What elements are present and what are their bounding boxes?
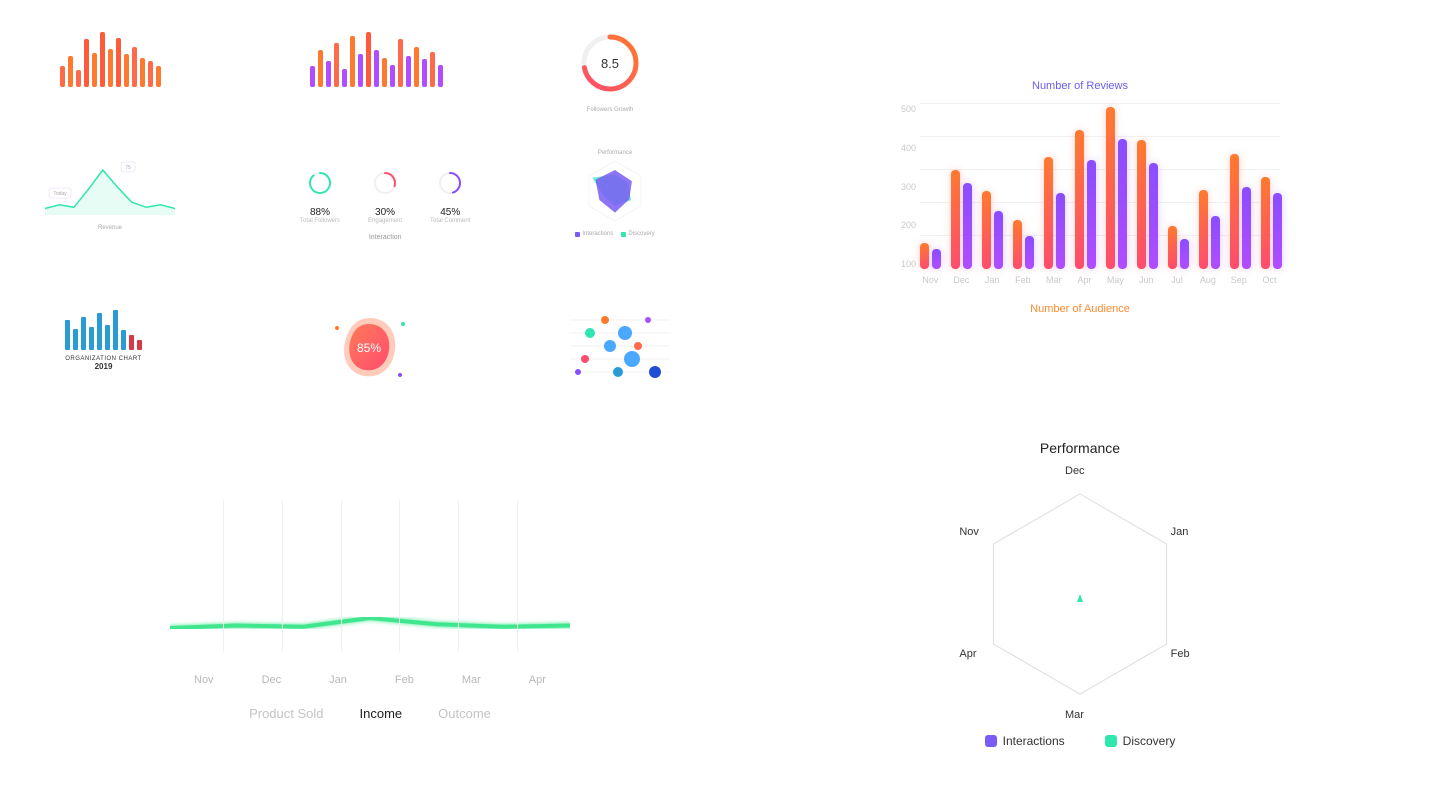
income-tab-income[interactable]: Income [360, 706, 403, 721]
thumb-blob: 85% [325, 310, 415, 395]
donut-caption: Followers Growth [587, 107, 634, 113]
radar-chart: Performance Dec Jan Feb Mar Apr Nov Interacti… [940, 440, 1220, 748]
area-xlabel: Revenue [45, 225, 175, 231]
income-line [170, 608, 570, 658]
thumb-radar-small: Performance Interactions Discovery [575, 150, 655, 237]
radar-legend-discovery: Discovery [1105, 734, 1176, 748]
gauges-title: Interaction [300, 234, 470, 241]
radar-axis-label: Mar [1065, 709, 1084, 721]
radar-axis-label: Jan [1171, 526, 1189, 538]
thumb-donut: 8.5 Followers Growth [575, 28, 645, 113]
income-tab-product-sold[interactable]: Product Sold [249, 706, 323, 721]
thumb-area: Today 75 Revenue [45, 160, 175, 231]
income-tabs: Product Sold Income Outcome [170, 706, 570, 721]
radar-legend: Interactions Discovery [940, 734, 1220, 748]
income-chart: NovDecJanFebMarApr Product Sold Income Out… [170, 500, 570, 721]
reviews-subtitle: Number of Audience [880, 303, 1280, 315]
thumb-dots [570, 310, 670, 385]
thumb-minibars-mixed [310, 32, 443, 87]
radar-legend-interactions: Interactions [985, 734, 1065, 748]
radar-axis-label: Nov [959, 526, 979, 538]
blob-value: 85% [357, 341, 381, 355]
income-xaxis: NovDecJanFebMarApr [170, 674, 570, 686]
radar-axis-label: Dec [1065, 465, 1085, 477]
reviews-xaxis: NovDecJanFebMarAprMayJunJulAugSepOct [880, 275, 1280, 285]
reviews-title: Number of Reviews [880, 80, 1280, 92]
radar-axis-label: Apr [959, 648, 976, 660]
thumb-gauges: 88%Total Followers 30%Engagement 45%Tota… [300, 170, 470, 241]
reviews-chart: Number of Reviews 500400300200100 NovDec… [880, 80, 1280, 315]
thumb-minibars-orange [60, 32, 161, 87]
reviews-bars [920, 107, 1280, 269]
thumb-orgchart: ORGANIZATION CHART 2019 [65, 310, 142, 371]
radar-title: Performance [940, 440, 1220, 456]
svg-text:Today: Today [53, 191, 67, 197]
donut-value: 8.5 [601, 56, 619, 71]
income-tab-outcome[interactable]: Outcome [438, 706, 491, 721]
reviews-yaxis: 500400300200100 [880, 104, 916, 269]
orgchart-year: 2019 [65, 362, 142, 371]
radar-hex-icon [960, 474, 1200, 714]
svg-text:75: 75 [125, 165, 131, 171]
donut-icon: 8.5 [575, 28, 645, 98]
radar-axis-label: Feb [1171, 648, 1190, 660]
